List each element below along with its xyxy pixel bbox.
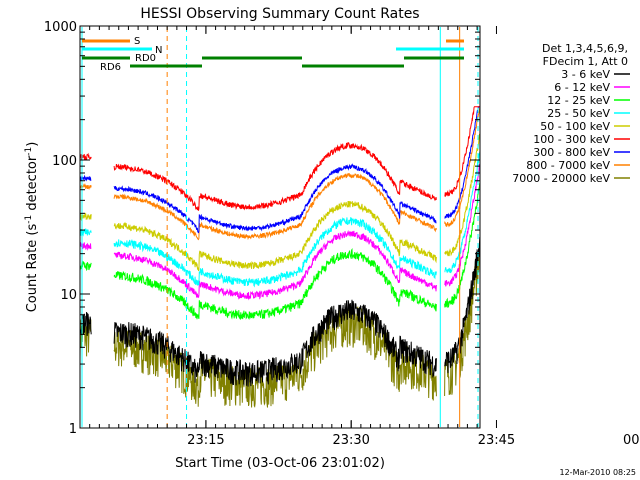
y-tick-label: 100 — [52, 154, 77, 169]
legend-entry-label: 6 - 12 keV — [554, 81, 610, 94]
legend-entry-label: 100 - 300 keV — [533, 133, 610, 146]
x-tick-label: 23:45 — [478, 433, 515, 448]
flag-label-rd0: RD0 — [135, 53, 156, 64]
plot-frame — [79, 25, 481, 429]
trace-6 — [79, 106, 481, 241]
legend-entry-label: 25 - 50 keV — [547, 107, 610, 120]
legend-header-line: FDecim 1, Att 0 — [543, 55, 628, 68]
y-tick-label: 10 — [60, 288, 77, 303]
legend-header-line: Det 1,3,4,5,6,9, — [542, 42, 628, 55]
legend: Det 1,3,4,5,6,9,FDecim 1, Att 03 - 6 keV… — [512, 42, 630, 185]
legend-entry-label: 7000 - 20000 keV — [512, 172, 610, 185]
legend-entry-label: 800 - 7000 keV — [526, 159, 610, 172]
y-tick-label: 1 — [69, 422, 77, 437]
legend-entry-label: 3 - 6 keV — [561, 68, 610, 81]
x-axis-label: Start Time (03-Oct-06 23:01:02) — [175, 456, 385, 471]
legend-entry-label: 300 - 800 keV — [533, 146, 610, 159]
x-tick-label: 23:15 — [187, 433, 224, 448]
x-tick-label: 23:30 — [332, 433, 369, 448]
y-axis-label: Count Rate (s-1 detector-1) — [24, 142, 40, 313]
flag-label-rd6: RD6 — [100, 62, 121, 73]
y-axis-ticks: 1 10 100 1000 — [44, 20, 480, 437]
flag-label-s: S — [134, 36, 140, 47]
x-tick-label: 00:00 — [623, 433, 640, 448]
data-traces — [79, 106, 481, 408]
date-stamp: 12-Mar-2010 08:25 — [560, 468, 637, 477]
chart-title: HESSI Observing Summary Count Rates — [140, 6, 419, 22]
trace-8 — [79, 106, 480, 211]
flag-label-n: N — [155, 45, 162, 56]
legend-entry-label: 50 - 100 keV — [540, 120, 610, 133]
legend-entry-label: 12 - 25 keV — [547, 94, 610, 107]
y-tick-label: 1000 — [44, 20, 77, 35]
event-lines — [81, 27, 479, 427]
